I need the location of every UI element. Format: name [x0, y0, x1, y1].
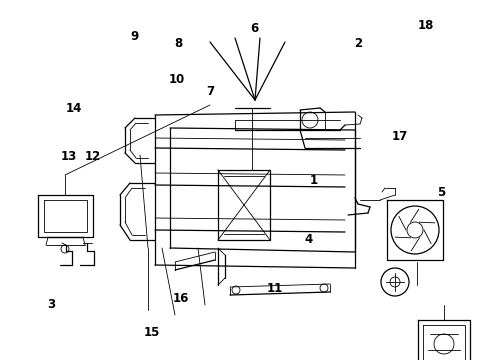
Text: 2: 2: [354, 37, 362, 50]
Text: 13: 13: [60, 150, 77, 163]
Text: 16: 16: [173, 292, 190, 305]
Text: 15: 15: [144, 327, 160, 339]
Text: 8: 8: [175, 37, 183, 50]
Text: 3: 3: [48, 298, 55, 311]
Text: 18: 18: [418, 19, 435, 32]
Text: 6: 6: [251, 22, 259, 35]
Text: 12: 12: [85, 150, 101, 163]
Text: 17: 17: [391, 130, 408, 143]
Text: 1: 1: [310, 174, 318, 186]
Text: 9: 9: [131, 30, 139, 42]
Text: 14: 14: [65, 102, 82, 114]
Text: 5: 5: [437, 186, 445, 199]
Text: 11: 11: [266, 282, 283, 294]
Text: 4: 4: [305, 233, 313, 246]
Text: 10: 10: [168, 73, 185, 86]
Text: 7: 7: [207, 85, 215, 98]
